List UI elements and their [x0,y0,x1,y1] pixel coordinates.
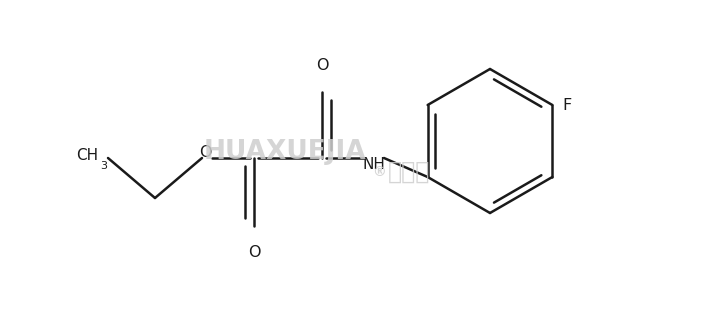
Text: O: O [247,245,260,260]
Text: F: F [562,98,572,113]
Text: 化学加: 化学加 [388,160,430,184]
Text: CH: CH [76,148,98,163]
Text: 3: 3 [101,161,107,171]
Text: O: O [199,145,211,159]
Text: HUAXUEJIA: HUAXUEJIA [204,139,366,165]
Text: NH: NH [362,156,385,172]
Text: ®: ® [372,165,386,179]
Text: O: O [316,58,328,73]
